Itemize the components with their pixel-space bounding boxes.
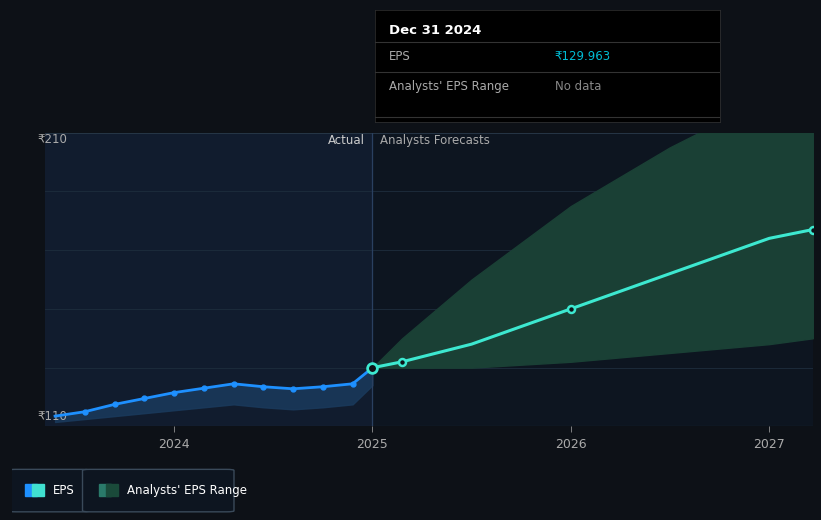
FancyBboxPatch shape (8, 470, 90, 512)
Text: Analysts Forecasts: Analysts Forecasts (380, 134, 490, 147)
FancyBboxPatch shape (83, 470, 234, 512)
Text: Actual: Actual (328, 134, 365, 147)
Text: Dec 31 2024: Dec 31 2024 (389, 24, 481, 37)
Text: Analysts' EPS Range: Analysts' EPS Range (127, 484, 247, 497)
Bar (45, 133, 373, 426)
Text: ₹210: ₹210 (37, 133, 67, 146)
Text: No data: No data (554, 80, 601, 93)
Text: Analysts' EPS Range: Analysts' EPS Range (389, 80, 509, 93)
Text: ₹129.963: ₹129.963 (554, 49, 611, 62)
Text: EPS: EPS (389, 49, 410, 62)
Text: EPS: EPS (53, 484, 75, 497)
Text: ₹110: ₹110 (37, 410, 67, 423)
